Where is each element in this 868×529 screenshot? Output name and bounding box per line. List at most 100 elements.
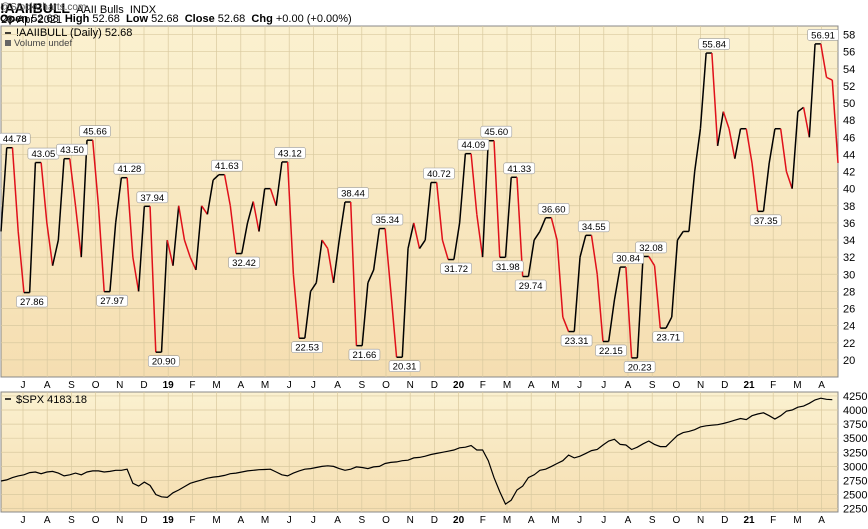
low-value: 52.68 xyxy=(151,13,179,25)
x-tick-label: A xyxy=(334,515,341,526)
series-segment xyxy=(648,256,656,267)
open-label: Open xyxy=(0,13,29,25)
series-segment xyxy=(69,158,77,206)
data-label: 43.50 xyxy=(60,145,84,156)
x-tick-label: A xyxy=(44,380,51,391)
series-segment xyxy=(693,128,702,172)
series-segment xyxy=(779,128,788,172)
series-segment xyxy=(338,201,346,241)
data-label-box xyxy=(577,220,610,233)
chg-label: Chg xyxy=(251,13,273,25)
x-tick-label: M xyxy=(503,515,511,526)
legend-label: Volume undef xyxy=(14,38,72,49)
x-tick-label: A xyxy=(818,515,825,526)
series-segment xyxy=(539,217,547,232)
data-label-box xyxy=(274,147,306,159)
series-segment xyxy=(332,239,340,283)
y-tick-label: 54 xyxy=(843,64,855,76)
symbol-label: !AAIIBULL xyxy=(0,0,70,16)
x-tick-label: F xyxy=(189,515,195,526)
series-segment xyxy=(327,248,335,283)
x-tick-label: S xyxy=(649,515,656,526)
y-tick-label: 2250 xyxy=(843,504,867,516)
series-segment xyxy=(625,267,633,358)
x-tick-label: N xyxy=(116,380,123,391)
series-segment xyxy=(11,147,19,232)
data-label-box xyxy=(480,125,513,138)
x-tick-label: J xyxy=(21,380,26,391)
series-segment xyxy=(212,174,220,181)
x-tick-label: J xyxy=(577,380,582,391)
x-tick-label: D xyxy=(721,515,728,526)
spx-panel: 2250 2500 2750 3000 3250 3500 3750 4000 4250 J A S O… xyxy=(0,391,867,526)
x-tick-label: M xyxy=(551,380,559,391)
data-label-box xyxy=(423,167,455,180)
x-tick-label: O xyxy=(673,515,681,526)
data-label-box xyxy=(371,213,404,226)
data-label-box xyxy=(0,132,31,145)
data-label-box xyxy=(537,202,570,215)
series-segment xyxy=(137,206,146,292)
series-segment xyxy=(132,257,140,292)
data-label-box xyxy=(147,355,180,367)
x-tick-label: A xyxy=(625,515,632,526)
close-value: 52.68 xyxy=(217,13,246,25)
y-tick-label: 22 xyxy=(843,338,855,350)
x-tick-label: 19 xyxy=(163,515,175,526)
date-label: 28-Apr-2021 xyxy=(1,14,63,26)
legend-label: !AAIIBULL (Daily) 52.68 xyxy=(16,27,132,39)
x-tick-label: 20 xyxy=(453,380,465,391)
data-label: 34.55 xyxy=(582,222,606,233)
series-segment xyxy=(126,177,134,258)
x-tick-label: O xyxy=(382,380,390,391)
data-label: 27.86 xyxy=(20,297,44,308)
y-tick-label: 40 xyxy=(843,184,855,196)
series-segment xyxy=(820,43,828,78)
data-label: 20.31 xyxy=(393,362,417,373)
x-tick-label: F xyxy=(770,380,776,391)
instrument-name: AAII Bulls xyxy=(76,4,124,16)
data-label: 36.60 xyxy=(542,204,566,215)
series-segment xyxy=(91,140,100,206)
series-segment xyxy=(372,228,381,271)
series-segment xyxy=(516,177,524,277)
data-label-box xyxy=(291,341,323,354)
x-tick-label: M xyxy=(261,515,269,526)
series-segment xyxy=(831,80,839,164)
x-tick-label: J xyxy=(311,380,316,391)
series-segment xyxy=(728,128,736,159)
series-segment xyxy=(292,274,300,339)
series-segment xyxy=(722,111,730,129)
data-label-box xyxy=(652,331,685,343)
x-tick-label: N xyxy=(116,515,123,526)
series-segment xyxy=(676,231,684,241)
close-label: Close xyxy=(184,13,215,25)
high-value: 52.68 xyxy=(92,13,120,25)
series-segment xyxy=(57,158,65,241)
data-label: 20.23 xyxy=(628,362,652,373)
series-segment xyxy=(258,188,266,232)
data-label: 31.98 xyxy=(496,262,520,273)
x-tick-label: N xyxy=(697,380,704,391)
data-label: 37.94 xyxy=(140,193,164,204)
x-tick-label: O xyxy=(92,515,100,526)
series-segment xyxy=(407,222,415,249)
data-label: 29.74 xyxy=(519,281,543,292)
series-segment xyxy=(808,43,816,138)
x-tick-label: F xyxy=(770,515,776,526)
data-label-box xyxy=(698,38,730,50)
open-value: 52.68 xyxy=(31,13,59,25)
data-label-box xyxy=(612,252,644,264)
x-tick-label: M xyxy=(261,380,269,391)
data-label: 44.09 xyxy=(461,140,485,151)
y-tick-label: 28 xyxy=(843,286,855,298)
x-tick-label: 21 xyxy=(743,380,755,391)
x-tick-label: A xyxy=(334,380,341,391)
series-segment xyxy=(40,162,48,223)
x-tick-label: J xyxy=(21,515,26,526)
x-tick-label: S xyxy=(358,380,365,391)
data-label-box xyxy=(503,162,536,175)
series-segment xyxy=(579,235,587,258)
data-label-box xyxy=(211,159,243,172)
series-segment xyxy=(183,239,191,258)
